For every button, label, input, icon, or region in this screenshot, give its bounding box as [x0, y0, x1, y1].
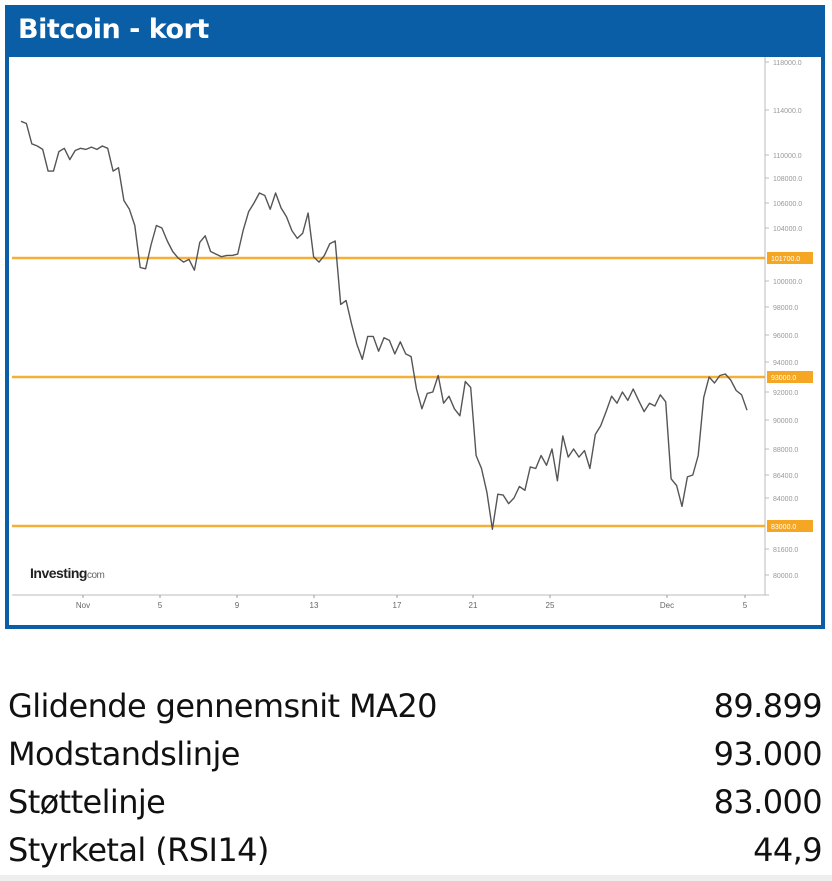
chart-area: 118000.0 114000.0 110000.0 108000.0 106000.0…: [9, 57, 821, 625]
svg-text:93000.0: 93000.0: [771, 375, 796, 382]
stat-label: Støttelinje: [8, 783, 166, 821]
stat-value: 89.899: [713, 687, 823, 725]
svg-text:96000.0: 96000.0: [773, 333, 798, 340]
stat-value: 83.000: [713, 783, 823, 821]
svg-text:104000.0: 104000.0: [773, 226, 802, 233]
investing-logo: Investingcom: [30, 565, 105, 581]
chart-axes: 118000.0 114000.0 110000.0 108000.0 106000.0…: [12, 57, 802, 610]
stat-row-ma20: Glidende gennemsnit MA20 89.899: [0, 682, 832, 730]
price-line: [20, 120, 748, 530]
chart-panel: Bitcoin - kort 118000.0 114000.0 110000.0 1…: [5, 5, 825, 629]
svg-text:100000.0: 100000.0: [773, 279, 802, 286]
svg-text:92000.0: 92000.0: [773, 390, 798, 397]
level-lines: 101700.0 93000.0 83000.0: [12, 252, 813, 532]
svg-text:25: 25: [546, 601, 555, 610]
stat-value: 44,9: [753, 831, 822, 869]
svg-text:84000.0: 84000.0: [773, 496, 798, 503]
stat-label: Glidende gennemsnit MA20: [8, 687, 437, 725]
svg-text:5: 5: [158, 601, 163, 610]
chart-title: Bitcoin - kort: [18, 14, 209, 45]
svg-text:13: 13: [310, 601, 319, 610]
svg-text:83000.0: 83000.0: [771, 524, 796, 531]
svg-text:Nov: Nov: [76, 601, 90, 610]
svg-text:118000.0: 118000.0: [773, 60, 802, 67]
svg-text:110000.0: 110000.0: [773, 153, 802, 160]
svg-text:21: 21: [469, 601, 478, 610]
stat-row-support: Støttelinje 83.000: [0, 778, 832, 826]
svg-text:Investingcom: Investingcom: [30, 565, 105, 581]
svg-text:9: 9: [235, 601, 240, 610]
svg-text:80000.0: 80000.0: [773, 573, 798, 580]
svg-text:5: 5: [743, 601, 748, 610]
stat-row-resistance: Modstandslinje 93.000: [0, 730, 832, 778]
svg-text:98000.0: 98000.0: [773, 305, 798, 312]
svg-text:108000.0: 108000.0: [773, 176, 802, 183]
svg-text:81600.0: 81600.0: [773, 547, 798, 554]
stats-table: Glidende gennemsnit MA20 89.899 Modstand…: [0, 682, 832, 874]
stat-row-rsi: Styrketal (RSI14) 44,9: [0, 826, 832, 874]
svg-text:94000.0: 94000.0: [773, 360, 798, 367]
svg-text:90000.0: 90000.0: [773, 418, 798, 425]
svg-text:86400.0: 86400.0: [773, 473, 798, 480]
stat-label: Styrketal (RSI14): [8, 831, 269, 869]
svg-text:17: 17: [393, 601, 402, 610]
stat-value: 93.000: [713, 735, 823, 773]
footer-divider: [0, 875, 832, 881]
svg-text:Dec: Dec: [660, 601, 674, 610]
svg-text:106000.0: 106000.0: [773, 201, 802, 208]
stat-label: Modstandslinje: [8, 735, 240, 773]
svg-text:101700.0: 101700.0: [771, 256, 800, 263]
price-chart: 118000.0 114000.0 110000.0 108000.0 106000.0…: [12, 57, 813, 610]
svg-text:114000.0: 114000.0: [773, 108, 802, 115]
svg-text:88000.0: 88000.0: [773, 447, 798, 454]
